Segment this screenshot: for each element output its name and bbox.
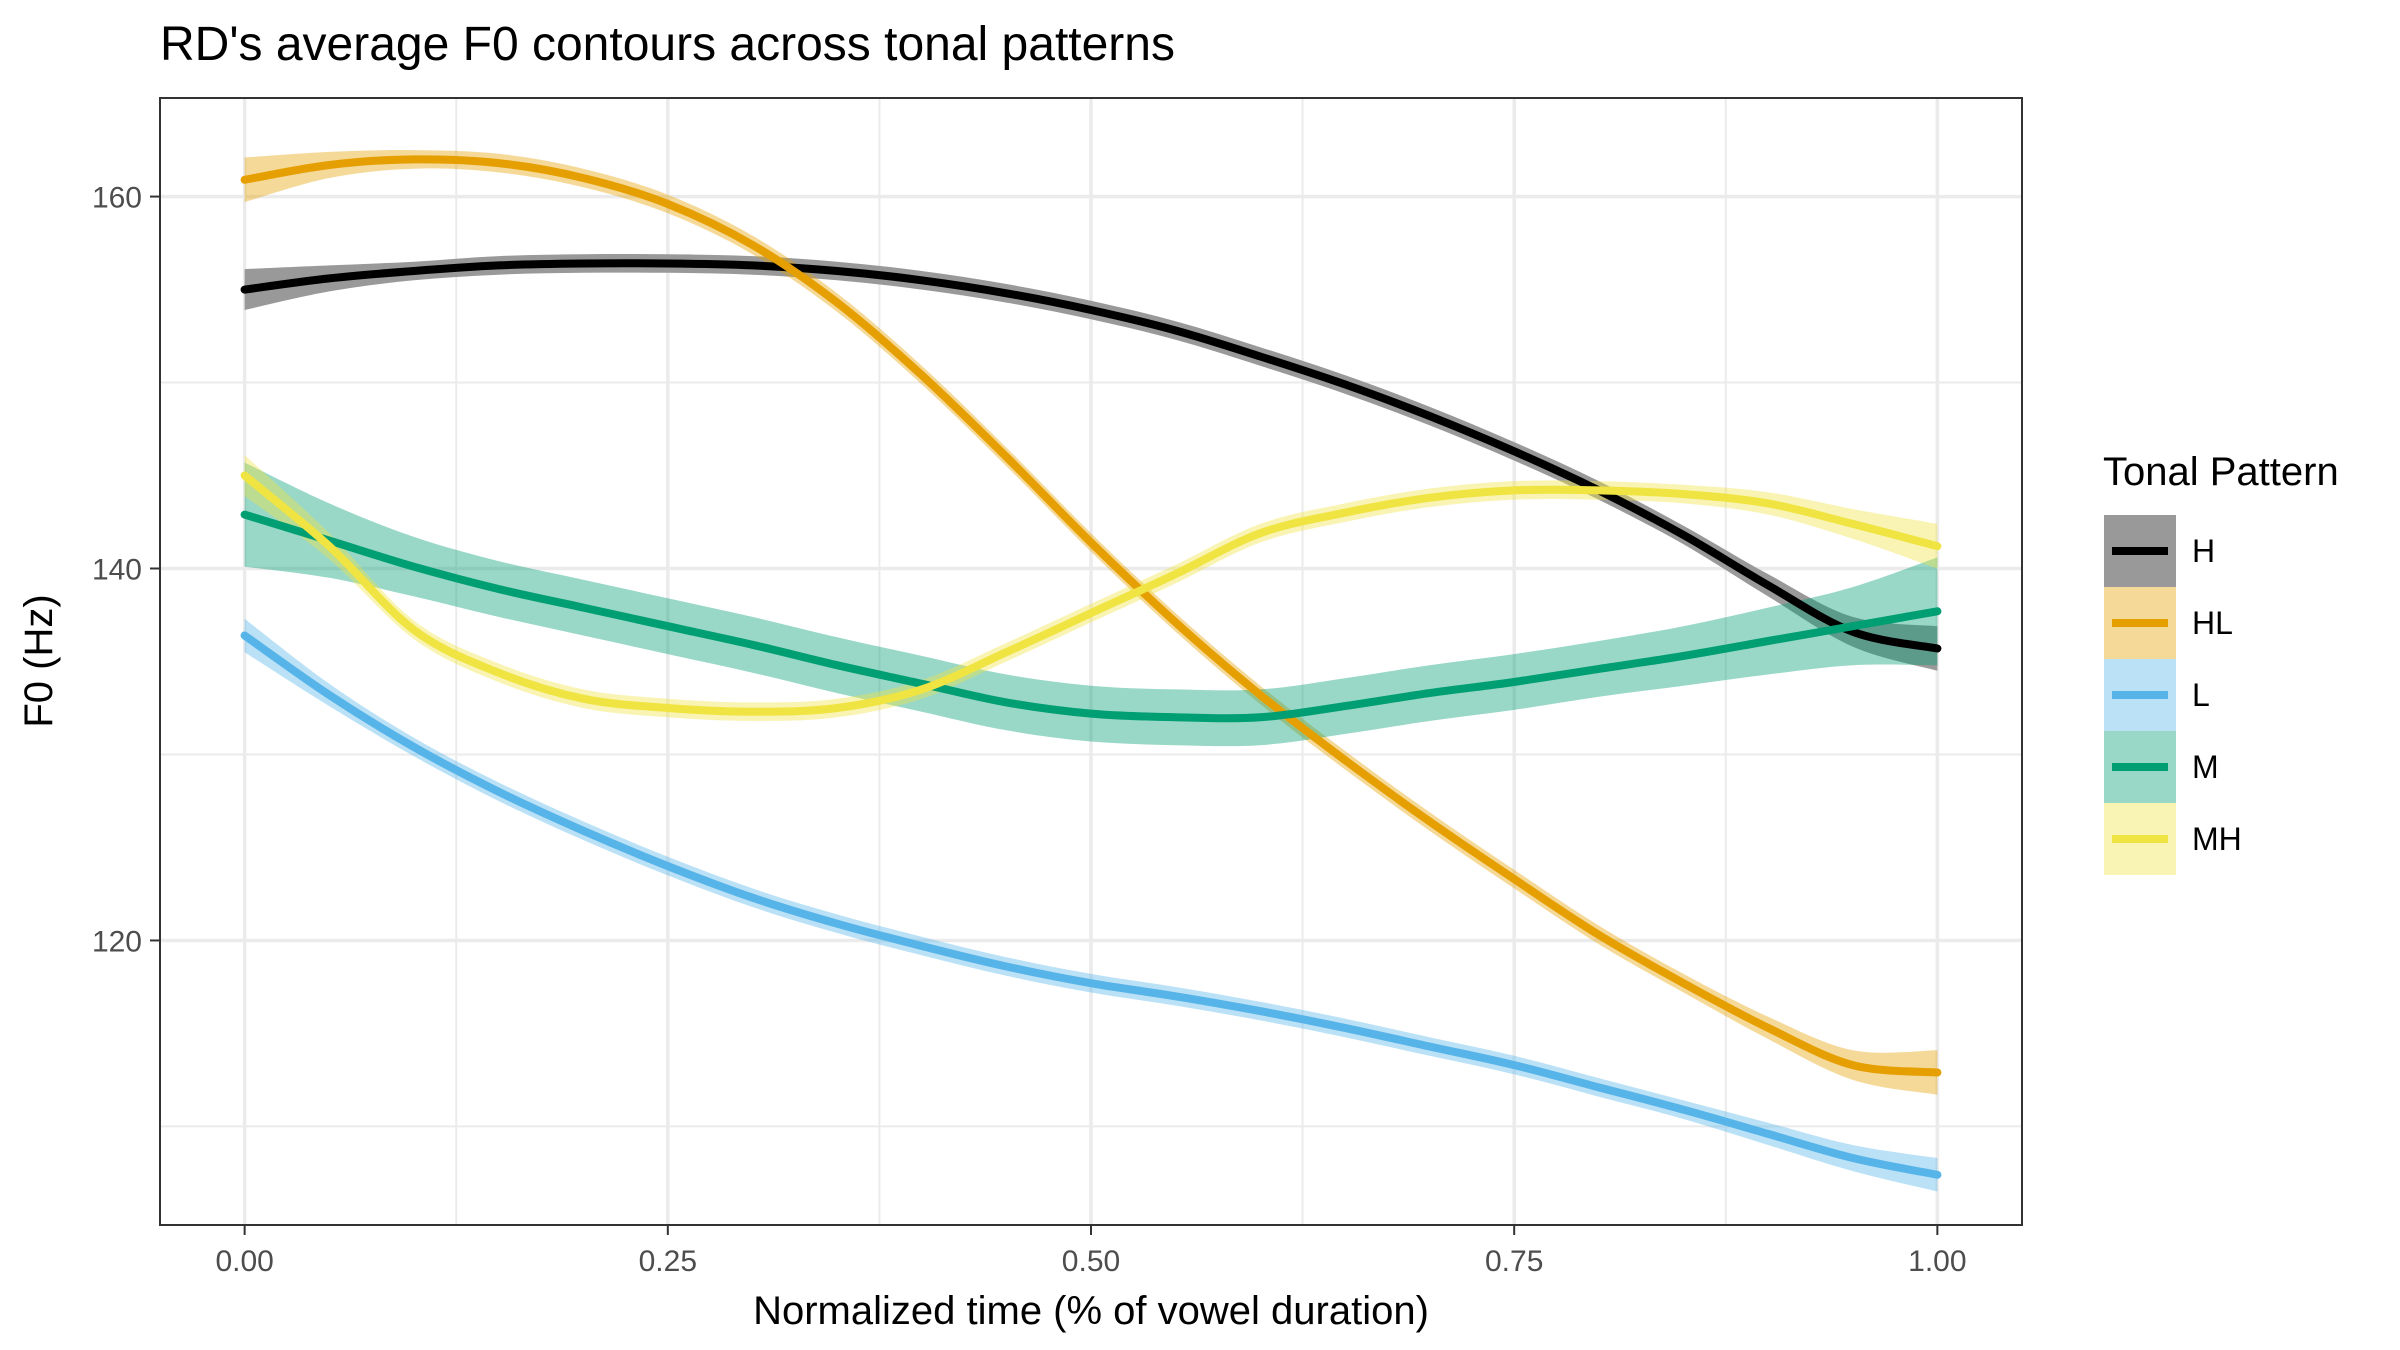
legend-label-mh: MH (2192, 821, 2242, 857)
chart-title: RD's average F0 contours across tonal pa… (160, 18, 1175, 71)
x-tick-label: 0.50 (1062, 1245, 1120, 1278)
band-m (244, 462, 1938, 747)
y-tick-label: 160 (92, 182, 142, 215)
line-l (240, 631, 1942, 1179)
legend-label-l: L (2192, 677, 2210, 713)
legend-label-m: M (2192, 749, 2219, 785)
legend-label-hl: HL (2192, 605, 2233, 641)
legend: Tonal Pattern H HL LM MH (2103, 450, 2339, 875)
x-axis-title: Normalized time (% of vowel duration) (753, 1289, 1429, 1333)
y-axis-title: F0 (Hz) (17, 594, 61, 727)
line-m (240, 510, 1942, 723)
x-tick-label: 0.00 (215, 1245, 273, 1278)
x-axis: 0.00 0.25 0.50 0.75 1.00 (215, 1225, 1967, 1278)
y-axis: 120 140 160 (92, 182, 160, 958)
y-tick-label: 120 (92, 925, 142, 958)
legend-label-h: H (2192, 533, 2215, 569)
y-tick-label: 140 (92, 554, 142, 587)
x-tick-label: 1.00 (1908, 1245, 1966, 1278)
x-tick-label: 0.25 (639, 1245, 697, 1278)
x-tick-label: 0.75 (1485, 1245, 1543, 1278)
legend-title: Tonal Pattern (2103, 450, 2339, 494)
line-hl (240, 155, 1942, 1077)
line-h (240, 259, 1942, 653)
series-lines (240, 155, 1942, 1179)
line-mh (240, 471, 1942, 716)
